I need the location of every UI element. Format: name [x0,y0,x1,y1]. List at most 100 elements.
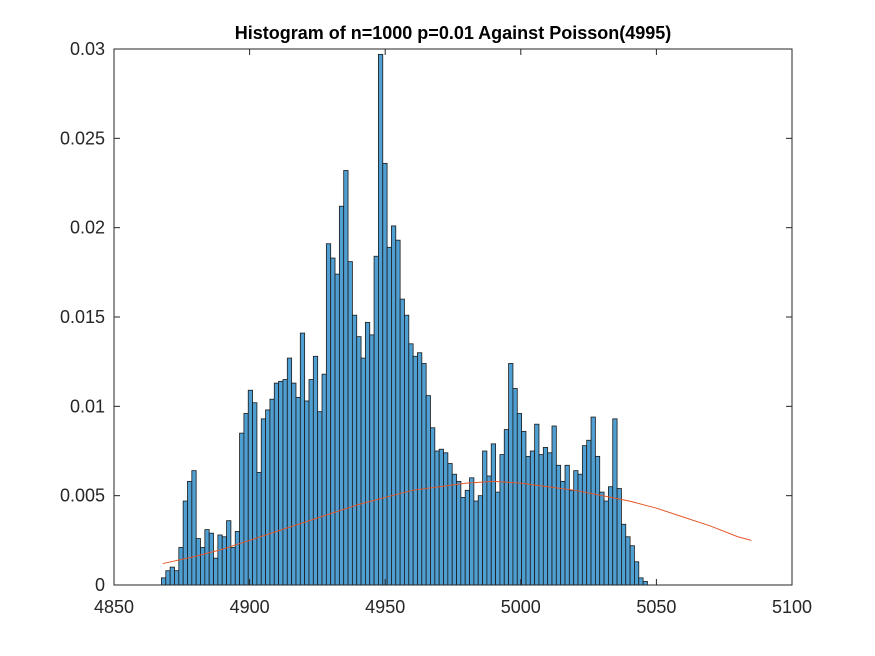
histogram-bar [573,470,579,586]
histogram-bar [555,464,562,586]
histogram-bar [312,355,319,586]
y-tick-label: 0.02 [70,218,105,238]
histogram-bar [542,447,549,586]
x-tick-label: 5050 [636,597,676,617]
histogram-bar [252,402,258,586]
histogram-bar [265,409,271,586]
histogram-bar [291,382,297,586]
histogram-bar [621,523,627,586]
x-tick-label: 4950 [365,597,405,617]
histogram-bar [404,314,410,586]
histogram-bar [230,547,236,586]
histogram-bar [412,355,418,586]
histogram-bar [564,464,570,586]
histogram-bar [360,357,366,586]
histogram-bar [286,357,293,586]
histogram-bar [456,480,462,586]
axes-group: 4850 4900 4950 5000 5050 5100 0 0.005 0.01 0.015 0… [60,39,812,617]
histogram-bar [612,418,618,586]
y-tick-label: 0 [95,575,105,595]
histogram-bar [234,531,240,586]
histogram-bar [178,547,184,586]
histogram-bar [460,497,466,586]
histogram-bar [516,413,523,586]
histogram-bar [334,273,340,586]
y-tick-label: 0.01 [70,396,105,416]
histogram-bar [594,455,601,586]
histogram-bar [586,439,592,586]
histogram-bar [351,314,358,586]
histogram-bar [512,388,518,586]
histogram-bar [464,489,470,586]
histogram-bar [299,332,306,586]
histogram-bar [208,532,214,586]
histogram-bar [378,53,384,586]
histogram-bar [551,425,557,586]
histogram-bar [187,480,193,586]
histogram-bar [174,570,180,586]
histogram-bar [304,400,310,586]
y-tick-label: 0.03 [70,39,105,59]
histogram-bar [213,557,219,586]
histogram-bar [226,520,232,586]
histogram-bar [191,470,197,586]
histogram-bar [525,455,531,586]
histogram-bar [608,486,614,586]
histogram-bar [430,427,436,586]
histogram-bar [295,396,301,586]
histogram-bar [599,491,605,586]
histogram-bar [338,205,345,586]
histogram-bar [473,500,479,586]
histogram-bar [417,352,423,586]
histogram-bar [386,246,392,586]
y-tick-label: 0.025 [60,128,105,148]
histogram-bar [369,334,375,586]
histogram-bar [273,382,280,586]
histogram-bar [373,255,379,586]
histogram-bar [486,475,492,586]
chart-title: Histogram of n=1000 p=0.01 Against Poiss… [235,23,671,43]
histogram-bar [538,454,544,586]
histogram-bar [317,411,323,586]
histogram-bar [638,577,644,586]
histogram-bar [434,450,440,586]
bars-group [161,53,648,586]
histogram-bar [438,448,444,586]
y-tick-label: 0.005 [60,486,105,506]
histogram-bar [161,577,167,586]
histogram-bar [603,500,609,586]
histogram-bar [495,491,501,586]
poisson-curve-group [162,480,752,565]
histogram-bar [425,395,431,586]
histogram-bar [616,488,622,586]
histogram-bar [364,321,371,586]
histogram-bar [629,545,635,586]
histogram-bar [521,430,527,586]
histogram-bar [634,561,640,586]
histogram-bar [642,581,648,586]
histogram-bar [256,472,262,586]
histogram-bar [399,298,405,586]
histogram-bar [165,570,171,586]
histogram-bar [581,445,588,586]
histogram-bar [477,495,483,586]
histogram-bar [421,363,427,586]
histogram-bar [330,257,336,586]
histogram-bar [395,239,401,586]
y-tick-label: 0.015 [60,307,105,327]
histogram-bar [408,343,414,586]
histogram-bar [482,450,488,586]
histogram-bar [239,432,245,586]
histogram-bar [503,429,510,586]
histogram-bar [195,538,201,586]
histogram-bar [529,450,536,586]
histogram-bar [508,363,514,586]
histogram-bar [547,452,553,586]
histogram-bar [534,423,540,586]
histogram-bar [356,336,362,586]
histogram-bar [451,473,457,586]
histogram-bar [560,480,566,586]
histogram-bar [499,454,505,586]
histogram-bar [469,477,475,586]
